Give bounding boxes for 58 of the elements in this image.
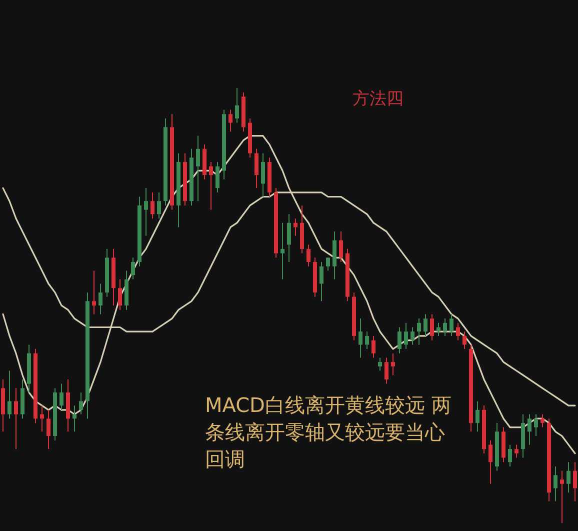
candlestick (156, 192, 162, 219)
candlestick (462, 331, 467, 350)
candlestick (572, 462, 578, 502)
candlestick (410, 326, 415, 346)
candlestick (130, 257, 136, 280)
candlestick (150, 192, 155, 219)
candlestick (234, 88, 240, 124)
candlestick (144, 188, 148, 236)
candlestick (397, 326, 402, 354)
candlestick (371, 335, 376, 358)
candlestick (319, 262, 324, 302)
candlestick (378, 357, 382, 372)
candlestick (436, 322, 441, 336)
candlestick (118, 278, 122, 310)
candlestick (208, 161, 214, 210)
candlestick (416, 318, 422, 346)
candlestick (488, 440, 493, 484)
candlestick (384, 357, 389, 384)
candlestick (46, 409, 51, 450)
candlestick (534, 414, 538, 436)
candlestick (364, 331, 370, 350)
candlestick (430, 314, 434, 341)
candlestick (326, 257, 330, 272)
candlestick (92, 270, 96, 315)
candlestick (442, 318, 448, 336)
candlestick (254, 148, 259, 189)
candlestick (306, 244, 311, 267)
annotation: MACD白线离开黄线较远 两条线离开零轴又较远要当心回调 (205, 392, 452, 473)
candlestick (390, 352, 396, 376)
candlestick (260, 152, 266, 198)
candlestick (338, 231, 344, 262)
candlestick (566, 462, 571, 494)
candlestick (14, 388, 18, 450)
candlestick (228, 109, 233, 132)
candlestick (540, 414, 545, 428)
candlestick (196, 135, 200, 202)
candlestick (560, 470, 564, 524)
candlestick (7, 370, 12, 420)
candlestick (72, 405, 77, 432)
candlestick (215, 161, 220, 193)
candlestick (78, 392, 84, 415)
candlestick (553, 466, 558, 502)
candlestick (358, 318, 363, 358)
candlestick (286, 214, 292, 262)
candlestick (423, 314, 428, 336)
candlestick (456, 322, 460, 341)
candlestick (293, 218, 298, 236)
chart-title: 方法四 (352, 89, 404, 109)
candlestick (59, 383, 64, 410)
candlestick (449, 314, 454, 336)
candlestick (98, 283, 103, 315)
candlestick (280, 222, 285, 280)
candlestick (527, 414, 532, 446)
candlestick (40, 405, 44, 432)
candlestick (514, 444, 519, 458)
candlestick (508, 444, 512, 467)
candlestick (404, 322, 408, 350)
candlestick (475, 400, 480, 432)
